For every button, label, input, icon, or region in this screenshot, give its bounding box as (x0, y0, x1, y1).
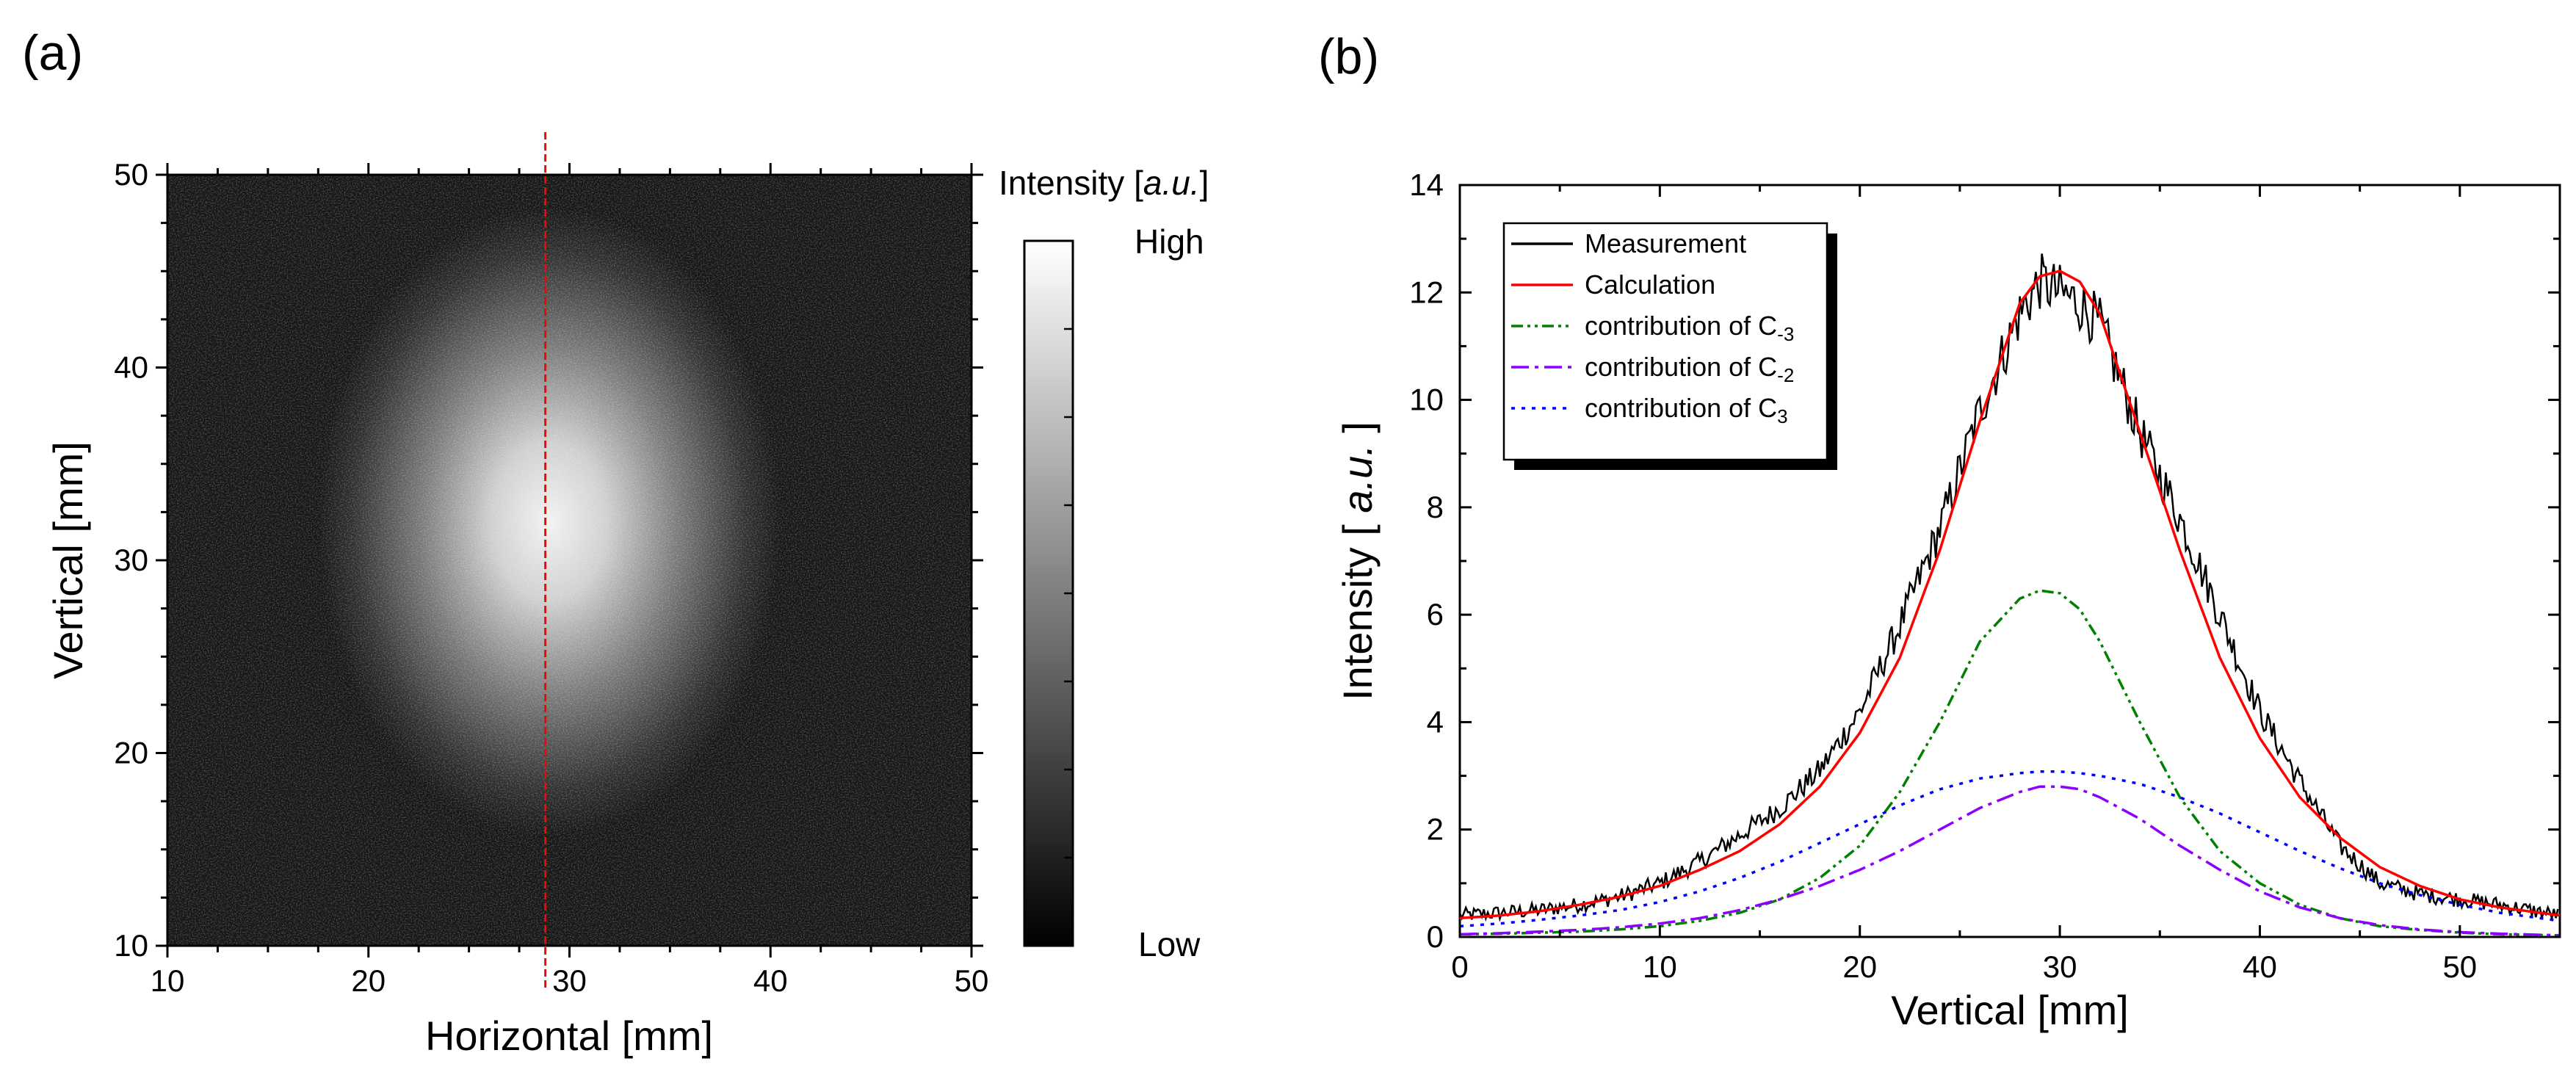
x-tick-label: 20 (1842, 949, 1877, 984)
x-tick-label: 0 (1451, 949, 1468, 984)
y-tick-label: 4 (1427, 704, 1444, 739)
x-tick-label: 10 (1643, 949, 1677, 984)
profile-ylabel: Intensity [ a.u. ] (1334, 421, 1381, 701)
legend-label-4: contribution of C-2 (1585, 352, 1794, 386)
series-line-4 (1460, 785, 2560, 937)
colorbar: Intensity [a.u.] High Low (999, 164, 1209, 963)
y-tick-label: 6 (1427, 597, 1444, 631)
y-tick-label: 10 (1409, 383, 1444, 417)
colorbar-low-label: Low (1138, 925, 1201, 963)
y-tick-label: 0 (1427, 919, 1444, 954)
x-tick-label: 40 (2243, 949, 2277, 984)
y-tick-label: 8 (1427, 490, 1444, 524)
profile-xlabel: Vertical [mm] (1891, 987, 2129, 1033)
x-tick-label: 30 (2043, 949, 2077, 984)
legend-box (1502, 222, 1828, 461)
x-tick-label: 20 (351, 963, 386, 998)
speckle-noise (167, 175, 972, 946)
heatmap-xlabel: Horizontal [mm] (425, 1013, 713, 1059)
panel-b-label: (b) (1318, 29, 1379, 84)
x-tick-label: 30 (552, 963, 587, 998)
heatmap-ylabel: Vertical [mm] (45, 441, 91, 679)
y-tick-label: 12 (1409, 275, 1444, 309)
y-tick-label: 10 (114, 928, 148, 963)
colorbar-title: Intensity [a.u.] (999, 164, 1209, 202)
profile-chart-panel: 0 10 20 30 40 50 0 2 4 6 8 10 12 14 Vertical [mm] Int… (1334, 167, 2561, 1033)
y-tick-label: 40 (114, 350, 148, 385)
x-tick-label: 10 (151, 963, 185, 998)
legend-label-1: Measurement (1585, 228, 1746, 258)
legend: Measurement Calculation contribution of C-… (1502, 222, 1837, 470)
y-tick-label: 30 (114, 543, 148, 577)
x-tick-label: 50 (955, 963, 989, 998)
colorbar-high-label: High (1135, 222, 1204, 261)
legend-label-2: Calculation (1585, 269, 1715, 300)
series-line-3 (1460, 589, 2560, 937)
y-tick-label: 20 (114, 736, 148, 770)
series-line-5 (1460, 770, 2560, 928)
y-tick-label: 50 (114, 157, 148, 192)
series-line-2 (1460, 269, 2560, 920)
heatmap-panel: 10 20 30 40 50 10 20 30 40 50 Horizontal [mm] Ver… (45, 132, 1209, 1059)
x-tick-label: 50 (2442, 949, 2477, 984)
x-tick-label: 40 (753, 963, 788, 998)
y-tick-label: 14 (1409, 167, 1444, 202)
panel-a-label: (a) (22, 25, 83, 81)
legend-label-5: contribution of C3 (1585, 393, 1788, 427)
y-tick-label: 2 (1427, 812, 1444, 847)
legend-label-3: contribution of C-3 (1585, 311, 1794, 345)
